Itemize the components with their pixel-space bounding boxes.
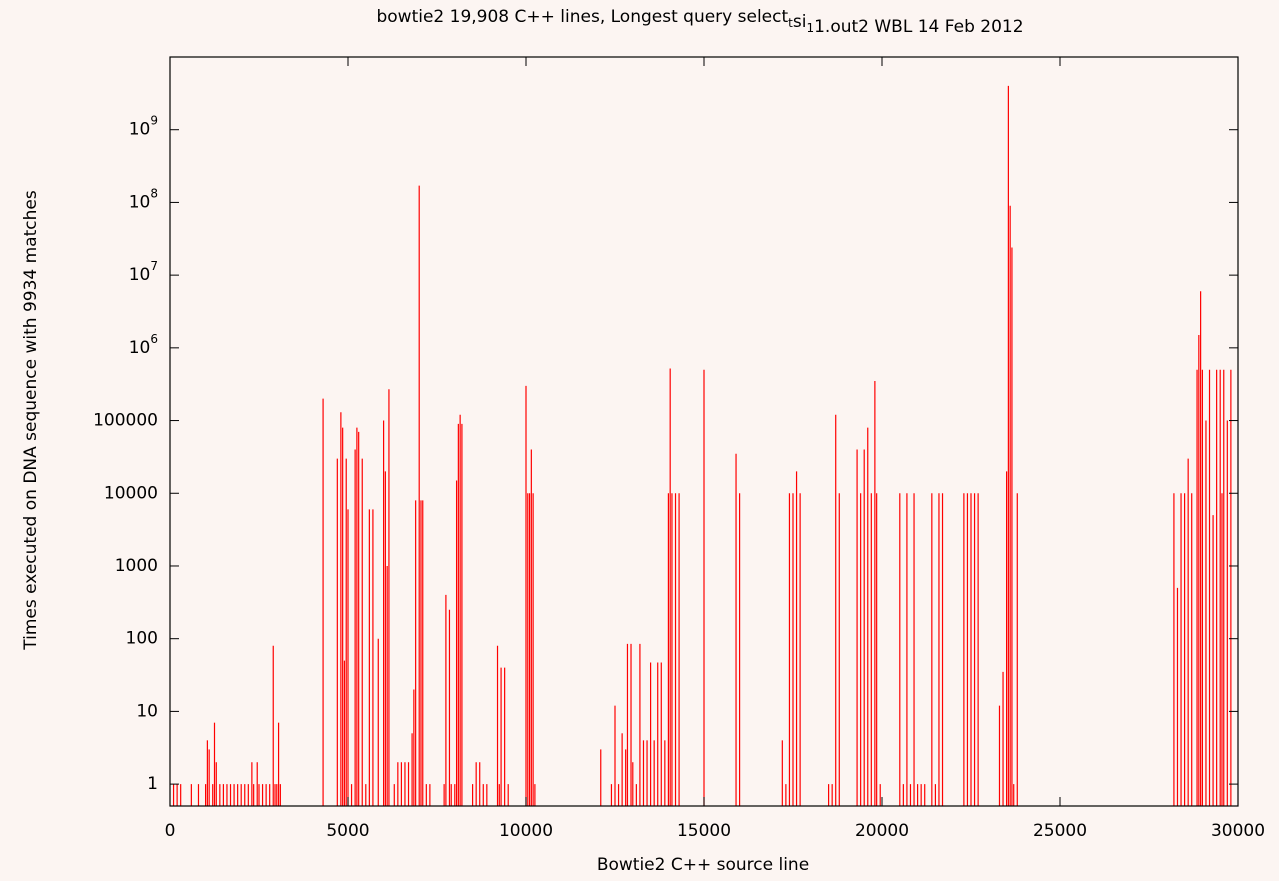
chart-title: bowtie2 19,908 C++ lines, Longest query … [376,7,1023,37]
y-tick-label: 108 [129,186,158,213]
y-tick-label: 107 [129,259,158,286]
x-tick-label: 0 [165,821,176,841]
x-tick-label: 15000 [677,821,731,841]
y-tick-label: 100 [126,629,158,649]
x-tick-label: 10000 [499,821,553,841]
y-tick-label: 1000 [115,556,158,576]
x-tick-label: 25000 [1033,821,1087,841]
y-tick-label: 106 [129,331,158,358]
x-tick-label: 5000 [326,821,369,841]
y-tick-label: 100000 [93,411,158,431]
x-tick-label: 20000 [855,821,909,841]
y-tick-label: 10 [136,701,158,721]
y-tick-label: 10000 [104,483,158,503]
plot-border [169,56,1239,807]
x-axis-label: Bowtie2 C++ source line [597,855,809,875]
y-tick-label: 1 [147,774,158,794]
y-axis-label: Times executed on DNA sequence with 9934… [21,190,41,651]
y-tick-label: 109 [129,113,158,140]
x-tick-label: 30000 [1211,821,1265,841]
